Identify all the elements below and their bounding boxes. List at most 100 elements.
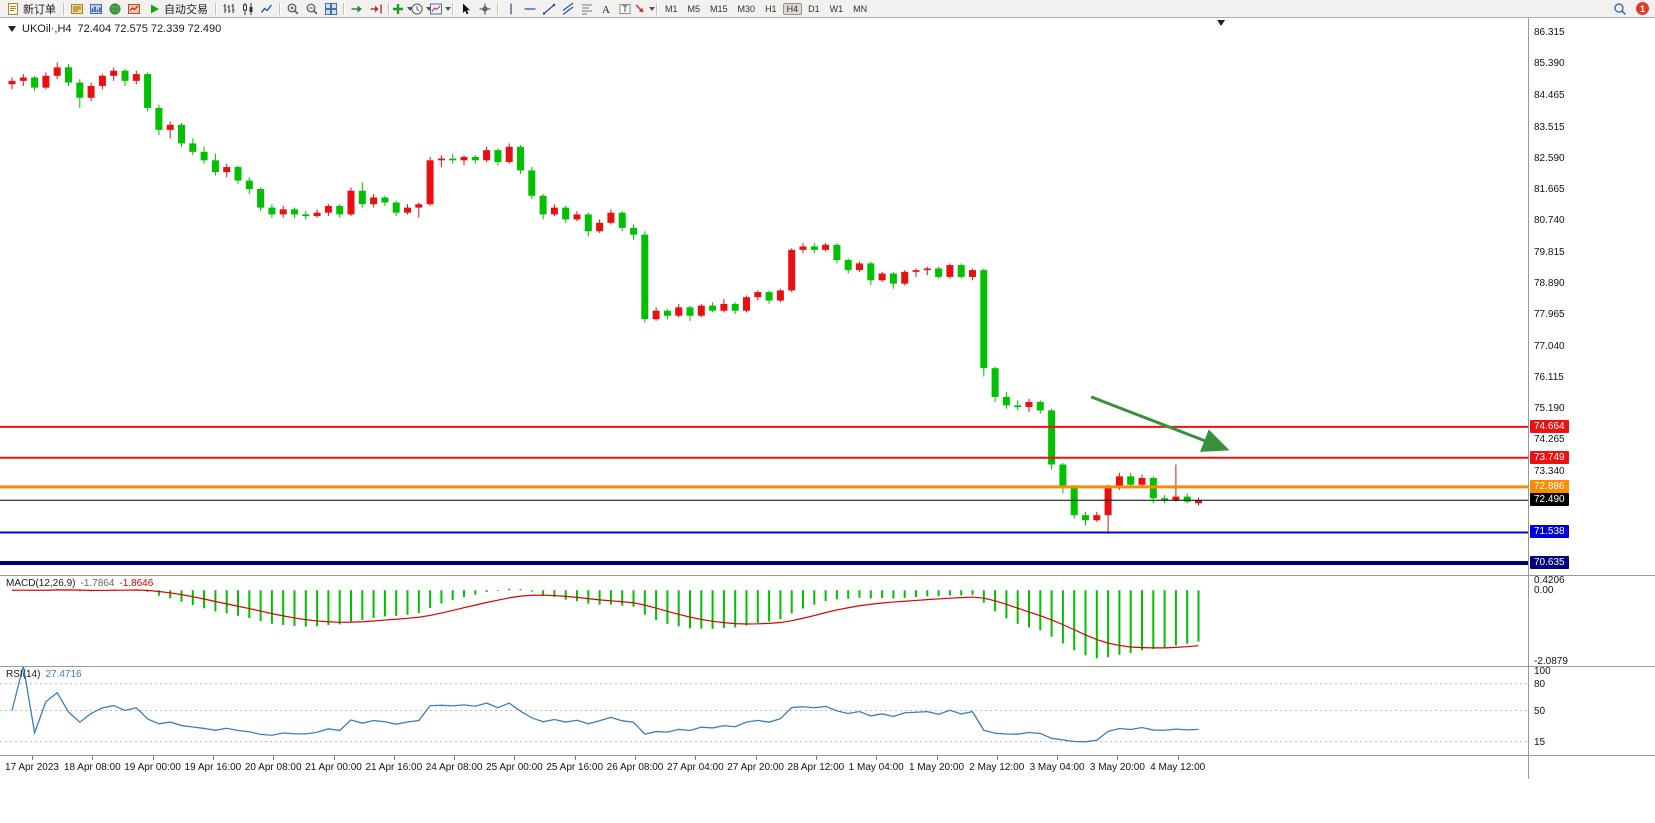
dropdown-caret-icon[interactable] (648, 6, 655, 11)
bear-candle (65, 67, 72, 83)
timeframe-button-m1[interactable]: M1 (665, 3, 678, 14)
bear-candle (1002, 396, 1010, 406)
bull-candle (1115, 476, 1123, 487)
auto-scroll-icon[interactable] (347, 1, 366, 17)
bar-chart-icon (222, 2, 236, 16)
terminal-icon[interactable] (124, 1, 143, 17)
autotrade-icon (147, 2, 161, 16)
bull-candle (110, 70, 118, 76)
price-axis-label: 84.465 (1534, 89, 1565, 101)
fibonacci-icon[interactable] (577, 1, 596, 17)
autotrade-button[interactable]: 自动交易 (143, 1, 212, 17)
zoom-in-icon[interactable] (283, 1, 302, 17)
bear-candle (539, 195, 547, 215)
bear-candle (1183, 496, 1191, 502)
time-axis-label: 27 Apr 04:00 (666, 762, 724, 773)
new-order-button[interactable]: 新订单 (2, 1, 60, 17)
time-axis-tick (32, 756, 33, 760)
bear-candle (889, 273, 897, 284)
crosshair-icon[interactable] (475, 1, 494, 17)
search-icon[interactable] (1610, 1, 1629, 17)
macd-indicator-pane[interactable] (0, 575, 1528, 666)
zoom-out-icon[interactable] (302, 1, 321, 17)
auto-scroll-icon (350, 2, 364, 16)
trendline-icon[interactable] (539, 1, 558, 17)
trend-arrow-annotation[interactable] (1090, 395, 1230, 452)
timeframe-button-mn[interactable]: MN (853, 3, 868, 14)
alerts-icon[interactable] (67, 1, 86, 17)
rsi-line (11, 666, 1199, 743)
timeframe-button-m30[interactable]: M30 (737, 3, 756, 14)
price-axis-label: 86.315 (1534, 27, 1565, 39)
new-order-icon (6, 2, 20, 16)
timeframe-button-h4[interactable]: H4 (782, 2, 803, 15)
bull-candle (460, 156, 468, 161)
bull-candle (901, 271, 909, 284)
macd-signal-value: -1.8646 (119, 578, 154, 589)
bear-candle (618, 212, 626, 228)
bear-candle (189, 143, 197, 152)
bear-candle (1161, 498, 1169, 500)
timeframe-button-h1[interactable]: H1 (765, 3, 777, 14)
navigator-icon[interactable] (105, 1, 124, 17)
chart-shift-marker-icon (1217, 20, 1226, 26)
bear-candle (302, 214, 310, 217)
bear-candle (810, 246, 818, 250)
support-line-1-price-tag: 71.538 (1530, 525, 1569, 539)
time-axis-tick (333, 756, 335, 760)
timeframe-button-d1[interactable]: D1 (808, 3, 820, 14)
pane-separator[interactable] (0, 575, 1655, 576)
line-chart-icon (260, 2, 274, 16)
text-label-icon[interactable]: T (615, 1, 634, 17)
macd-scale-label: -2.0879 (1534, 656, 1568, 667)
timeframe-button-m5[interactable]: M5 (687, 3, 701, 14)
bull-candle (1025, 401, 1033, 408)
toolbar-separator (497, 2, 498, 15)
text-icon[interactable]: A (596, 1, 615, 17)
bull-candle (324, 205, 332, 213)
templates-icon[interactable] (429, 1, 451, 17)
time-axis-label: 27 Apr 20:00 (727, 762, 784, 773)
time-axis[interactable]: 17 Apr 2023 18 Apr 08:00 19 Apr 00:00 19 Ap… (0, 755, 1528, 785)
time-axis-label: 18 Apr 08:00 (63, 762, 121, 773)
chart-ohlc-values: 72.404 72.575 72.339 72.490 (77, 23, 222, 35)
tile-windows-icon[interactable] (321, 1, 340, 17)
arrows-icon[interactable] (634, 1, 655, 17)
candlestick-icon[interactable] (238, 1, 257, 17)
market-watch-icon[interactable] (86, 1, 105, 17)
horizontal-line-icon[interactable] (520, 1, 539, 17)
autotrade-button-label: 自动交易 (164, 3, 208, 16)
bear-candle (517, 146, 524, 171)
cursor-icon (459, 2, 473, 16)
timeframe-button-w1[interactable]: W1 (829, 3, 844, 14)
bar-chart-icon[interactable] (219, 1, 238, 17)
dropdown-caret-icon[interactable] (406, 6, 413, 11)
line-chart-icon[interactable] (257, 1, 276, 17)
price-axis[interactable]: 86.315 85.390 84.465 83.515 82.590 81.665 80.7… (1529, 0, 1655, 823)
terminal-icon (127, 2, 141, 16)
time-axis-label: 3 May 20:00 (1089, 762, 1145, 773)
pane-separator[interactable] (0, 666, 1655, 667)
rsi-scale-label: 15 (1534, 736, 1546, 748)
periods-icon[interactable] (411, 1, 432, 17)
time-axis-tick (876, 756, 878, 760)
price-axis-label: 81.665 (1534, 184, 1565, 196)
time-axis-label: 20 Apr 08:00 (244, 762, 302, 773)
bull-candle (223, 167, 231, 173)
one-click-trading-triangle-icon[interactable] (8, 26, 16, 32)
indicators-icon[interactable] (392, 1, 413, 17)
cursor-icon[interactable] (456, 1, 475, 17)
rsi-value: 27.4716 (45, 669, 82, 680)
bull-candle (166, 124, 174, 130)
equidistant-channel-icon[interactable] (558, 1, 577, 17)
rsi-indicator-pane[interactable] (0, 666, 1528, 755)
chart-shift-icon[interactable] (366, 1, 385, 17)
time-axis-tick (695, 756, 697, 760)
timeframe-button-m15[interactable]: M15 (710, 3, 728, 14)
dropdown-caret-icon[interactable] (425, 6, 432, 11)
notification-badge[interactable]: 1 (1636, 2, 1649, 15)
dropdown-caret-icon[interactable] (444, 6, 451, 11)
bull-candle (98, 75, 106, 86)
vertical-line-icon[interactable] (501, 1, 520, 17)
main-price-chart[interactable] (0, 17, 1528, 575)
